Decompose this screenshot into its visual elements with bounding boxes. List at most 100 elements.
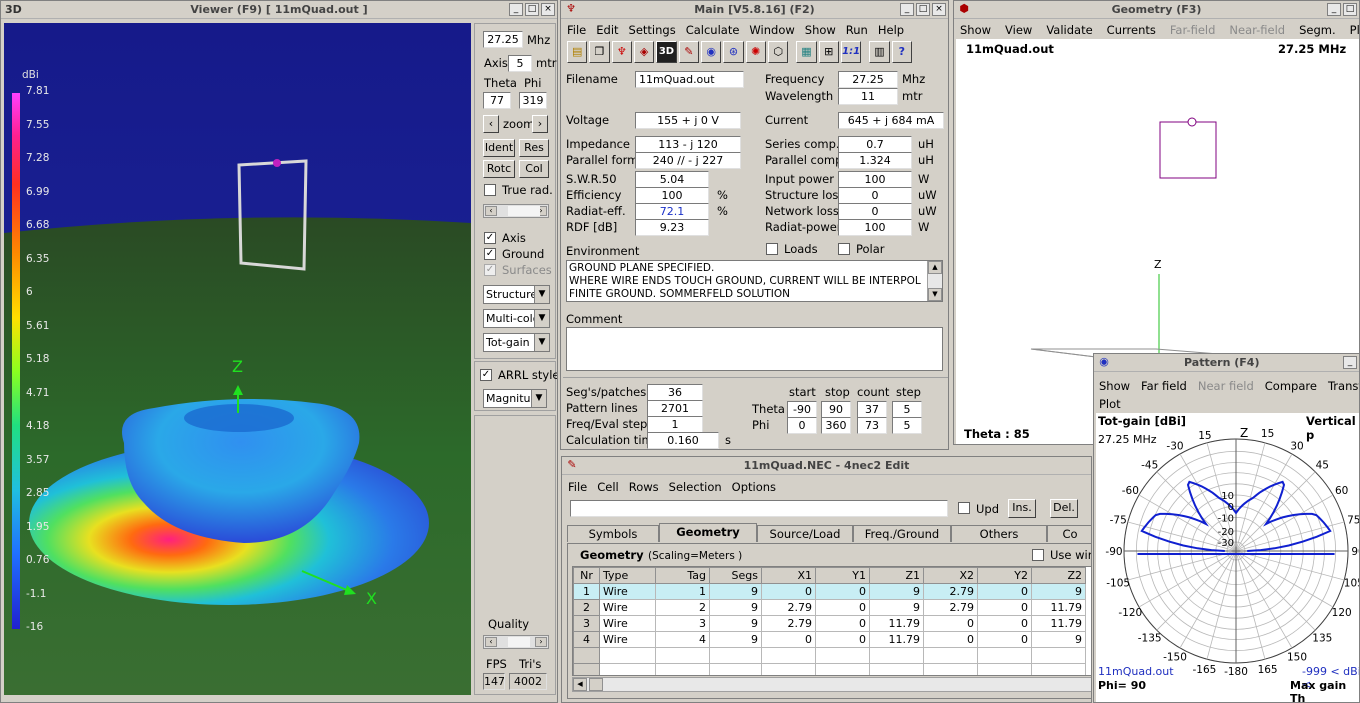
table-cell[interactable]	[869, 663, 924, 675]
table-cell[interactable]	[869, 647, 924, 664]
table-cell[interactable]: 0	[923, 615, 978, 632]
close-icon[interactable]: ×	[541, 3, 555, 16]
maximize-icon[interactable]: □	[525, 3, 539, 16]
table-cell[interactable]	[655, 647, 710, 664]
geometry-icon[interactable]: ⬡	[767, 41, 789, 63]
main-menu-calculate[interactable]: Calculate	[685, 23, 740, 37]
table-cell[interactable]: 2	[573, 599, 600, 616]
table-cell[interactable]: 2.79	[923, 583, 978, 600]
editor-titlebar[interactable]: ✎ 11mQuad.NEC - 4nec2 Edit	[562, 457, 1091, 475]
pattern-menu-show[interactable]: Show	[1099, 379, 1131, 393]
smith-icon[interactable]: ⊛	[723, 41, 744, 63]
table-cell[interactable]	[655, 663, 710, 675]
table-cell[interactable]: 11.79	[1031, 599, 1086, 616]
source-icon[interactable]: ♆	[611, 41, 632, 63]
main-menu-help[interactable]: Help	[877, 23, 905, 37]
polar-plot-canvas[interactable]: Tot-gain [dBi] Vertical p 27.25 MHz -30-…	[1096, 413, 1359, 702]
phi-step-field[interactable]: 5	[892, 417, 922, 434]
table-cell[interactable]: 2.79	[761, 615, 816, 632]
freq-input[interactable]: 27.25	[483, 31, 523, 48]
table-cell[interactable]	[709, 647, 762, 664]
geometry-table[interactable]: Nr Type Tag Segs X1 Y1 Z1 X2 Y2 Z2 1 Wire 1 9 0 0 9 2.79 0…	[573, 567, 1086, 675]
table-cell[interactable]: Wire	[599, 583, 656, 600]
upd-checkbox[interactable]	[958, 502, 970, 514]
table-cell[interactable]	[923, 647, 978, 664]
3d-icon[interactable]: 3D	[656, 41, 677, 63]
main-menu-edit[interactable]: Edit	[596, 23, 619, 37]
table-cell[interactable]	[815, 647, 870, 664]
table-cell[interactable]: 2.79	[923, 599, 978, 616]
main-menu-settings[interactable]: Settings	[628, 23, 676, 37]
table-row[interactable]: 2 Wire 2 9 2.79 0 9 2.79 0 11.79	[573, 599, 1086, 616]
minimize-icon[interactable]: _	[1343, 356, 1357, 369]
calculator-icon[interactable]: ▦	[796, 41, 817, 63]
table-cell[interactable]: 4	[655, 631, 710, 648]
axis-length-input[interactable]: 5	[508, 55, 532, 72]
theta-stop-field[interactable]: 90	[821, 401, 851, 418]
main-menu-window[interactable]: Window	[749, 23, 795, 37]
tab-others[interactable]: Others	[951, 525, 1047, 542]
editor-menu-rows[interactable]: Rows	[628, 480, 659, 494]
minimize-icon[interactable]: _	[509, 3, 523, 16]
copy-icon[interactable]: ❐	[589, 41, 610, 63]
table-cell[interactable]: 0	[977, 631, 1032, 648]
table-row-empty[interactable]	[573, 647, 1086, 664]
ground-checkbox[interactable]: ✓	[484, 248, 496, 260]
main-menu-file[interactable]: File	[567, 23, 587, 37]
column-header[interactable]: Tag	[655, 567, 710, 584]
plot-menu[interactable]: Plot	[1099, 397, 1121, 411]
main-titlebar[interactable]: ♆ Main [V5.8.16] (F2) _ □ ×	[561, 1, 948, 19]
table-cell[interactable]	[923, 663, 978, 675]
box-icon[interactable]: ◈	[633, 41, 655, 63]
table-cell[interactable]	[977, 663, 1032, 675]
table-cell[interactable]: 1	[573, 583, 600, 600]
quality-slider[interactable]: ‹ ›	[483, 635, 549, 649]
table-row[interactable]: 4 Wire 4 9 0 0 11.79 0 0 9	[573, 631, 1086, 648]
column-header[interactable]: X1	[761, 567, 816, 584]
table-cell[interactable]: 0	[977, 583, 1032, 600]
true-rad-checkbox[interactable]	[484, 184, 496, 196]
pattern-menu-transfer[interactable]: Transfer	[1327, 379, 1359, 393]
tab-source-load[interactable]: Source/Load	[757, 525, 853, 542]
edit-icon[interactable]: ✎	[678, 41, 699, 63]
table-cell[interactable]: Wire	[599, 599, 656, 616]
table-cell[interactable]: 0	[923, 631, 978, 648]
table-cell[interactable]: 0	[815, 631, 870, 648]
pattern-menu-near-field[interactable]: Near field	[1197, 379, 1254, 393]
column-header[interactable]: Y1	[815, 567, 870, 584]
tab-geometry[interactable]: Geometry	[659, 523, 757, 542]
column-header[interactable]: Y2	[977, 567, 1032, 584]
table-cell[interactable]: Wire	[599, 615, 656, 632]
table-cell[interactable]: 0	[761, 631, 816, 648]
main-menu-show[interactable]: Show	[804, 23, 836, 37]
phi-stop-field[interactable]: 360	[821, 417, 851, 434]
editor-menu-selection[interactable]: Selection	[668, 480, 722, 494]
column-header[interactable]: Type	[599, 567, 656, 584]
phi-input[interactable]: 319	[519, 92, 547, 109]
geometry-menu-near-field[interactable]: Near-field	[1229, 23, 1286, 37]
maximize-icon[interactable]: □	[1343, 3, 1357, 16]
comment-textbox[interactable]	[566, 327, 943, 371]
table-cell[interactable]: Wire	[599, 631, 656, 648]
editor-menu-options[interactable]: Options	[731, 480, 777, 494]
table-row[interactable]: 1 Wire 1 9 0 0 9 2.79 0 9	[573, 583, 1086, 600]
loads-checkbox[interactable]	[766, 243, 778, 255]
table-cell[interactable]: 4	[573, 631, 600, 648]
theta-input[interactable]: 77	[483, 92, 511, 109]
pattern-menu-compare[interactable]: Compare	[1264, 379, 1317, 393]
table-cell[interactable]	[815, 663, 870, 675]
scale-icon[interactable]: 1:1	[840, 41, 862, 63]
table-cell[interactable]	[573, 647, 600, 664]
table-cell[interactable]: 9	[1031, 631, 1086, 648]
editor-menu-cell[interactable]: Cell	[597, 480, 619, 494]
column-header[interactable]: X2	[923, 567, 978, 584]
table-cell[interactable]	[709, 663, 762, 675]
table-row-empty[interactable]	[573, 663, 1086, 675]
phi-start-field[interactable]: 0	[787, 417, 817, 434]
table-cell[interactable]	[599, 663, 656, 675]
editor-menu-file[interactable]: File	[568, 480, 588, 494]
pattern-titlebar[interactable]: ◉ Pattern (F4) _	[1094, 354, 1359, 372]
structure-select[interactable]: Structure ▼	[483, 285, 550, 304]
phi-count-field[interactable]: 73	[857, 417, 887, 434]
column-header[interactable]: Segs	[709, 567, 762, 584]
